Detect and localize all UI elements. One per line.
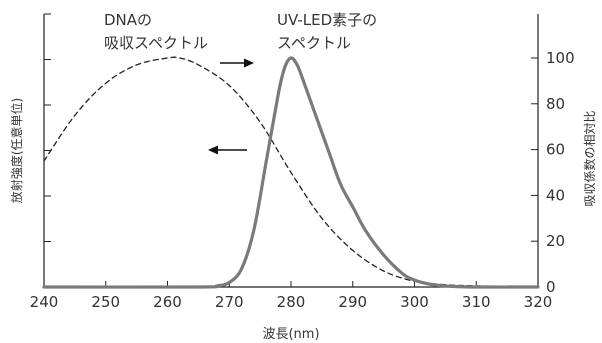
- x-tick-label: 310: [462, 293, 491, 311]
- left-axis-title: 放射強度(任意単位): [9, 98, 24, 203]
- x-tick-label: 240: [30, 293, 59, 311]
- right-axis-tick-label: 0: [546, 278, 556, 296]
- dna-label-line-2: 吸収スペクトル: [104, 34, 208, 52]
- right-axis-tick-label: 100: [546, 49, 575, 67]
- dna-label-line-1: DNAの: [104, 11, 152, 29]
- uv-led-label-line-1: UV-LED素子の: [277, 11, 377, 29]
- chart-series: [42, 56, 540, 289]
- dna-absorption-curve: [43, 56, 539, 288]
- x-tick-label: 290: [338, 293, 367, 311]
- right-axis-tick-label: 60: [546, 141, 565, 159]
- right-axis-tick-label: 80: [546, 95, 565, 113]
- right-axis-tick-label: 40: [546, 186, 565, 204]
- uv-led-spectrum-curve: [42, 56, 540, 289]
- x-tick-label: 280: [277, 293, 306, 311]
- x-tick-label: 300: [400, 293, 429, 311]
- x-axis-title: 波長(nm): [262, 327, 319, 342]
- x-tick-label: 320: [524, 293, 553, 311]
- right-axis-title: 吸収係数の相対比: [582, 110, 597, 206]
- arrow-right-head: [244, 58, 254, 68]
- right-axis-tick-label: 20: [546, 232, 565, 250]
- x-tick-label: 260: [153, 293, 182, 311]
- x-tick-label: 270: [215, 293, 244, 311]
- arrow-left-head: [208, 145, 218, 155]
- x-tick-label: 250: [91, 293, 120, 311]
- uv-led-label-line-2: スペクトル: [277, 34, 351, 52]
